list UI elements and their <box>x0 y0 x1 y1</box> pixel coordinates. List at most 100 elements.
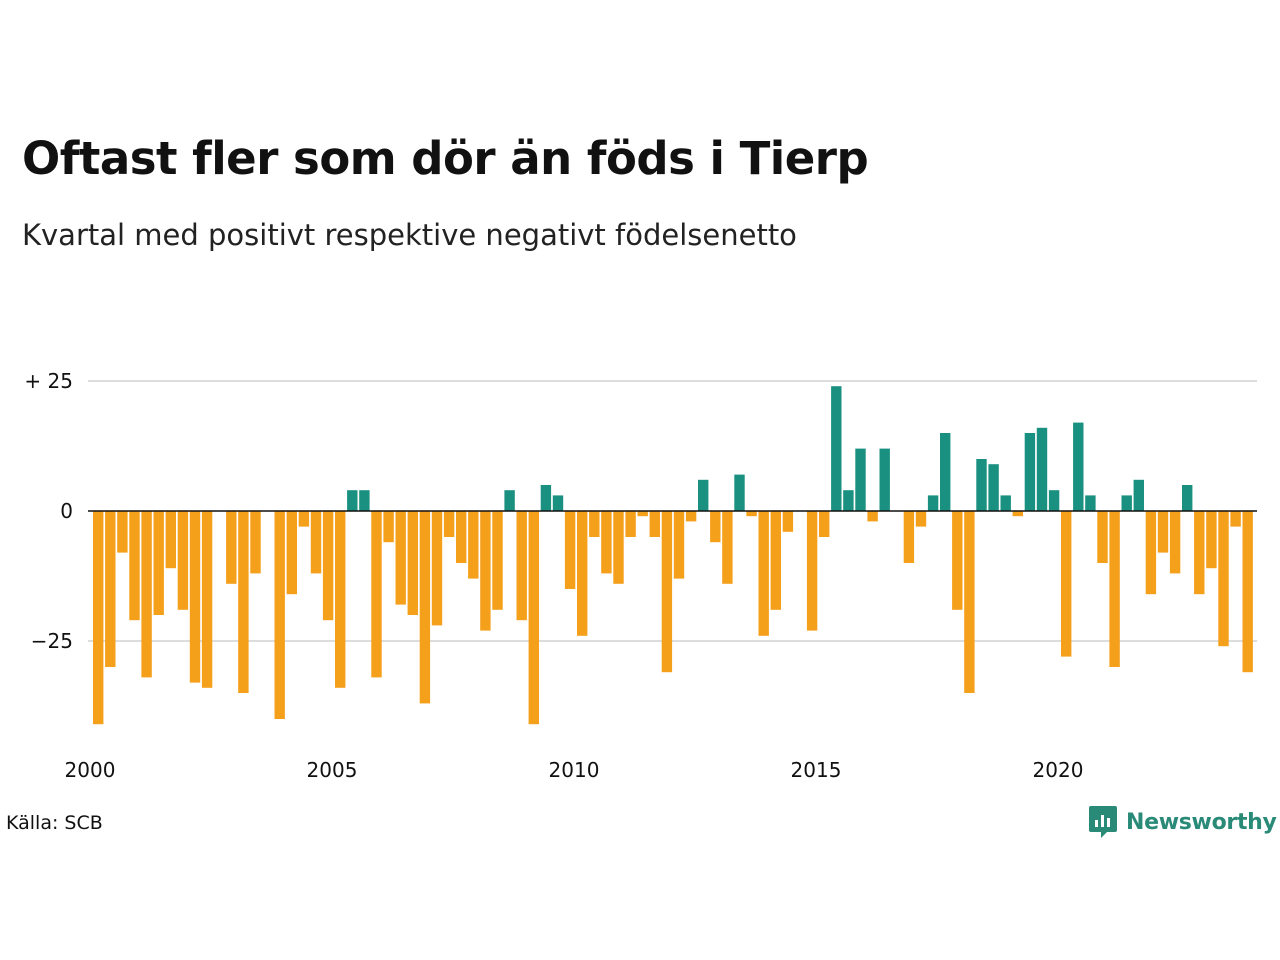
bar <box>976 459 987 511</box>
bar <box>286 511 297 595</box>
bar <box>480 511 491 631</box>
bar <box>1048 490 1060 511</box>
bar <box>226 511 237 584</box>
bar <box>964 511 975 693</box>
bar <box>1000 495 1011 511</box>
bar <box>698 479 709 511</box>
bar <box>1218 511 1229 647</box>
bar <box>1230 511 1241 527</box>
bar <box>1061 511 1072 657</box>
bar <box>274 511 285 719</box>
bar <box>105 511 116 667</box>
bar <box>540 485 552 511</box>
bar <box>903 511 915 563</box>
bar <box>371 511 382 678</box>
bar <box>298 511 310 527</box>
x-tick-label: 2005 <box>307 758 358 782</box>
bar <box>722 511 733 584</box>
bar <box>770 511 781 610</box>
bar <box>988 464 999 511</box>
bar <box>335 511 346 688</box>
x-tick-label: 2000 <box>65 758 116 782</box>
bar <box>492 511 503 610</box>
bar <box>201 511 213 688</box>
bar <box>1145 511 1157 595</box>
bar <box>1073 422 1084 511</box>
newsworthy-logo-icon <box>1089 806 1117 838</box>
bar <box>347 490 358 511</box>
bar <box>1109 511 1120 667</box>
bar <box>552 495 564 511</box>
bar <box>613 511 624 584</box>
bar <box>625 511 636 537</box>
bar <box>661 511 673 673</box>
bar <box>528 511 539 725</box>
bar-chart: + 25 0 −25 2000 2005 2010 2015 2020 <box>24 369 1257 782</box>
bar <box>1182 485 1193 511</box>
bar <box>141 511 152 678</box>
bar <box>322 511 334 621</box>
bar <box>855 448 866 511</box>
bar <box>806 511 818 631</box>
bar <box>419 511 431 704</box>
bar <box>359 490 370 511</box>
bar <box>1085 495 1096 511</box>
bar <box>407 511 418 615</box>
y-tick-label: −25 <box>31 629 73 653</box>
bar <box>165 511 176 569</box>
bar <box>758 511 769 636</box>
bar <box>516 511 527 621</box>
bar <box>153 511 164 615</box>
bar <box>564 511 576 589</box>
bar <box>431 511 443 626</box>
bar <box>1097 511 1108 563</box>
brand-logo: Newsworthy <box>1088 804 1277 840</box>
bar <box>1169 511 1181 574</box>
bar <box>940 433 951 511</box>
bar <box>685 511 697 522</box>
bar <box>93 511 104 725</box>
bar <box>468 511 479 579</box>
bar <box>710 511 721 543</box>
source-note: Källa: SCB <box>6 812 103 834</box>
bar <box>673 511 685 579</box>
bar <box>1194 511 1205 595</box>
bar <box>1036 427 1048 511</box>
bar <box>867 511 878 522</box>
bar <box>927 495 939 511</box>
bar <box>952 511 963 610</box>
bar <box>1157 511 1169 553</box>
bar <box>117 511 128 553</box>
bar <box>250 511 261 574</box>
bar <box>443 511 455 537</box>
bar <box>589 511 600 537</box>
bar <box>637 511 648 517</box>
x-tick-label: 2015 <box>791 758 842 782</box>
bar <box>395 511 406 605</box>
bar <box>310 511 322 574</box>
bar <box>819 511 830 537</box>
bar <box>577 511 588 636</box>
bar <box>1012 511 1023 517</box>
chart-title: Oftast fler som dör än föds i Tierp <box>22 132 869 185</box>
bar <box>843 490 854 511</box>
bar <box>649 511 660 537</box>
bar <box>177 511 189 610</box>
bar <box>238 511 249 693</box>
bar <box>1121 495 1132 511</box>
bar <box>456 511 467 563</box>
bar <box>915 511 927 527</box>
y-tick-label: + 25 <box>24 369 73 393</box>
bar <box>746 511 757 517</box>
bar <box>601 511 612 574</box>
bar <box>189 511 201 683</box>
bar <box>129 511 140 621</box>
bar <box>879 448 890 511</box>
brand-name: Newsworthy <box>1126 809 1277 835</box>
bar <box>782 511 794 532</box>
x-tick-label: 2020 <box>1033 758 1084 782</box>
chart-subtitle: Kvartal med positivt respektive negativt… <box>22 218 797 252</box>
bar <box>734 474 745 511</box>
bar <box>831 386 842 511</box>
bar <box>1024 433 1036 511</box>
